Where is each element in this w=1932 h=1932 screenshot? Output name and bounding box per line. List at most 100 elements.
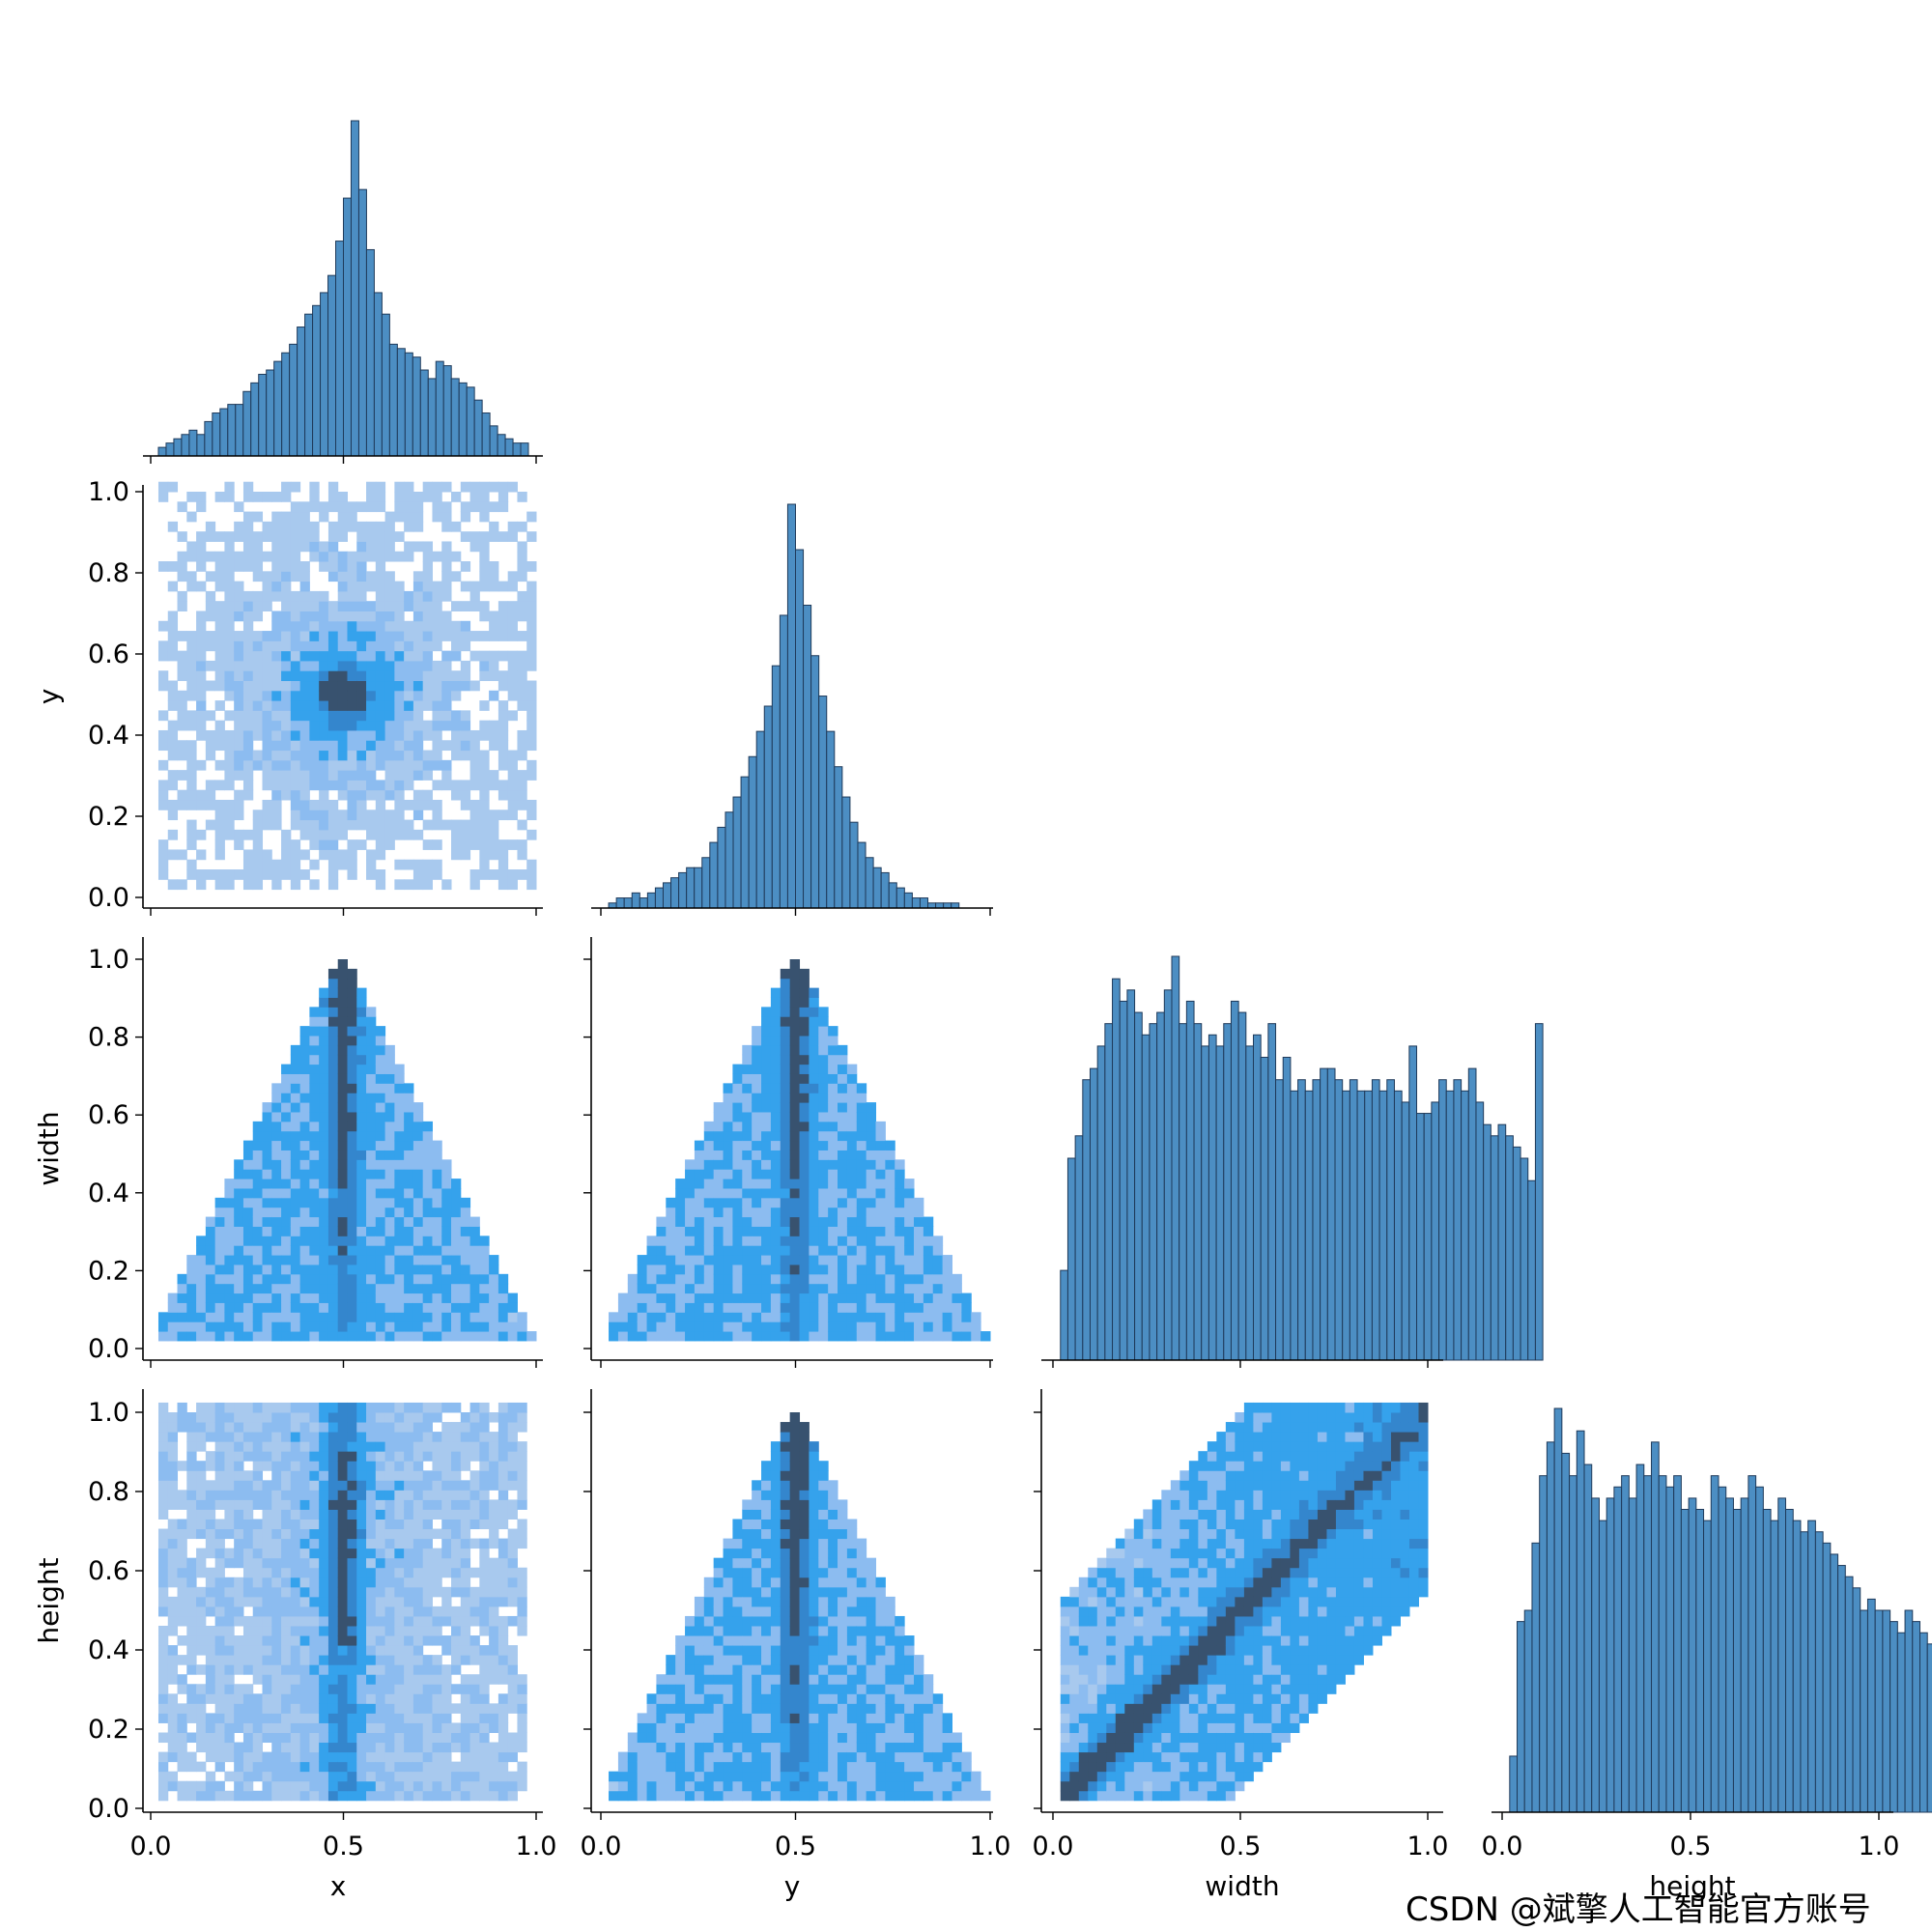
density-cell [252,640,264,652]
density-cell [780,1625,791,1636]
density-cell [479,1761,490,1773]
density-cell [799,1216,810,1227]
density-cell [167,1703,179,1714]
hist-bar [419,369,429,457]
density-cell [356,1293,367,1303]
density-cell [489,1577,499,1588]
density-cell [347,611,357,622]
density-cell [412,1130,424,1142]
density-cell [732,1567,743,1578]
density-cell [526,740,537,752]
density-cell [262,1528,272,1540]
density-cell [252,561,264,572]
density-cell [234,501,244,513]
density-cell [157,1596,169,1607]
y-tick-label: 0.4 [88,721,129,751]
density-cell [666,1761,676,1773]
density-cell [299,541,310,553]
density-cell [507,581,518,592]
density-cell [290,710,301,722]
density-cell [290,1216,301,1227]
density-cell [507,1548,518,1559]
density-cell [347,1693,357,1704]
density-cell [186,710,197,722]
density-cell [157,1538,169,1549]
density-cell [281,1441,292,1452]
density-cell [290,1093,301,1103]
density-cell [224,690,235,701]
density-cell [479,492,490,502]
density-cell [319,729,329,741]
density-cell [327,1044,339,1056]
density-cell [271,1140,282,1151]
density-cell [205,1461,216,1471]
density-cell [319,759,329,771]
density-cell [375,810,386,821]
density-cell [327,729,339,741]
density-cell [742,1264,753,1275]
density-cell [262,1451,272,1462]
density-cell [347,1751,357,1763]
density-cell [262,670,272,682]
density-cell [299,1790,310,1802]
density-cell [770,1321,781,1332]
density-cell [290,660,301,671]
density-cell [290,531,301,542]
hist-bar [212,412,221,457]
density-cell [432,750,442,761]
density-cell [770,1635,781,1646]
density-cell [337,1312,348,1322]
density-cell [404,1528,414,1540]
density-cell [347,1102,357,1113]
density-cell [375,1780,386,1792]
density-cell [290,1169,301,1179]
density-cell [281,1130,292,1142]
density-cell [299,1645,310,1656]
density-cell [469,1226,480,1236]
density-cell [196,729,207,741]
density-cell [675,1226,686,1236]
density-cell [366,1302,377,1313]
density-cell [394,1664,405,1675]
density-cell [214,1655,225,1665]
density-cell [675,1293,686,1303]
density-cell [895,1179,905,1189]
density-cell [366,1751,377,1763]
density-cell [412,1283,424,1294]
density-cell [214,1761,225,1773]
density-cell [432,690,442,701]
density-cell [366,1130,377,1142]
density-cell [713,1742,724,1753]
density-cell [271,571,282,582]
density-cell [752,1169,762,1179]
density-cell [422,1655,433,1665]
density-cell [224,1790,235,1802]
density-cell [489,571,499,582]
density-cell [384,1528,395,1540]
density-cell [337,1771,348,1782]
density-cell [327,1093,339,1103]
density-cell [479,511,490,523]
density-cell [327,1470,339,1481]
density-cell [327,670,339,682]
hist-bar [304,313,314,457]
density-cell [177,1312,187,1322]
density-cell [299,581,310,592]
density-cell [422,1480,433,1491]
density-cell [394,1605,405,1617]
density-cell [271,720,282,731]
hist-bar [810,655,820,909]
density-cell [517,1312,527,1322]
density-cell [157,1771,169,1782]
density-cell [432,1790,442,1802]
density-cell [497,1470,509,1481]
density-cell [694,1742,705,1753]
density-cell [167,1771,179,1782]
density-cell [177,601,187,611]
density-cell [432,1321,442,1332]
density-cell [327,561,339,572]
density-cell [752,1605,762,1617]
density-cell [234,1577,244,1588]
density-cell [460,680,471,692]
density-cell [809,1255,819,1265]
